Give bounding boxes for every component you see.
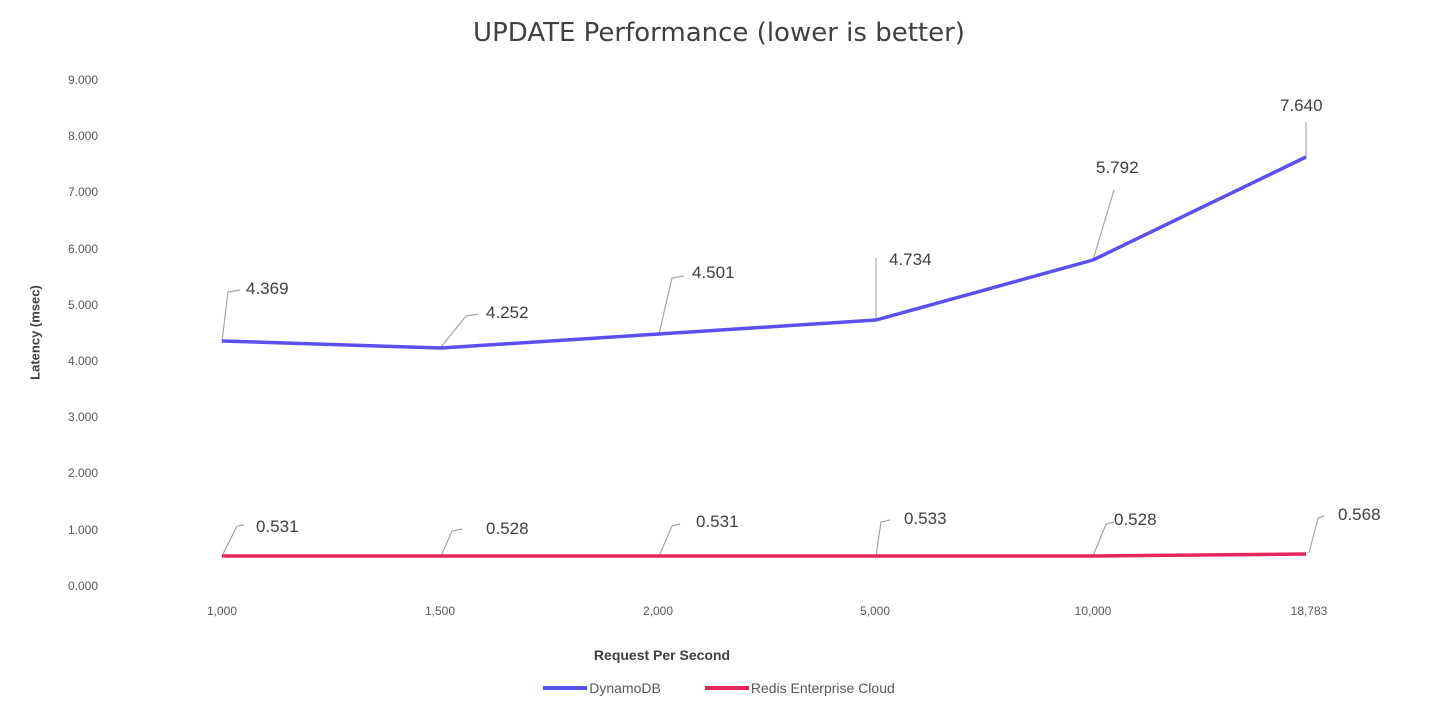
data-label: 4.369 — [246, 279, 289, 298]
data-label: 0.531 — [696, 512, 739, 531]
data-label: 4.501 — [692, 263, 735, 282]
y-tick: 7.000 — [67, 185, 98, 199]
data-label: 0.528 — [1114, 510, 1157, 529]
legend: DynamoDB Redis Enterprise Cloud — [0, 680, 1438, 696]
data-label: 4.252 — [486, 303, 529, 322]
legend-swatch-icon — [704, 686, 749, 690]
data-label: 5.792 — [1096, 158, 1139, 177]
x-tick: 1,500 — [424, 604, 456, 618]
series-line-redis — [222, 552, 1307, 558]
x-tick: 5,000 — [859, 604, 891, 618]
x-tick: 18,783 — [1290, 604, 1328, 618]
legend-label: Redis Enterprise Cloud — [750, 680, 895, 696]
legend-swatch-icon — [543, 686, 588, 690]
y-tick: 2.000 — [67, 466, 98, 480]
y-tick: 4.000 — [67, 354, 98, 368]
data-label: 7.640 — [1280, 96, 1323, 115]
x-tick: 1,000 — [206, 604, 238, 618]
y-tick: 5.000 — [67, 298, 98, 312]
series-line-dynamodb — [221, 155, 1307, 350]
data-label: 4.734 — [889, 250, 932, 269]
chart-title: UPDATE Performance (lower is better) — [473, 18, 965, 48]
leader-lines — [221, 122, 1325, 557]
legend-item-redis[interactable]: Redis Enterprise Cloud — [704, 680, 895, 696]
x-tick: 10,000 — [1074, 604, 1112, 618]
data-label: 0.531 — [256, 517, 299, 536]
data-label: 0.533 — [904, 509, 947, 528]
data-label: 0.568 — [1338, 505, 1381, 524]
y-tick: 9.000 — [67, 73, 98, 87]
x-tick: 2,000 — [642, 604, 674, 618]
y-tick: 6.000 — [67, 242, 98, 256]
x-axis-label: Request Per Second — [593, 647, 731, 663]
legend-item-dynamodb[interactable]: DynamoDB — [543, 680, 661, 696]
y-tick: 8.000 — [67, 129, 98, 143]
data-label: 0.528 — [486, 519, 529, 538]
legend-label: DynamoDB — [589, 680, 661, 696]
y-tick: 0.000 — [67, 579, 98, 593]
y-tick: 1.000 — [67, 523, 98, 537]
y-tick: 3.000 — [67, 410, 98, 424]
